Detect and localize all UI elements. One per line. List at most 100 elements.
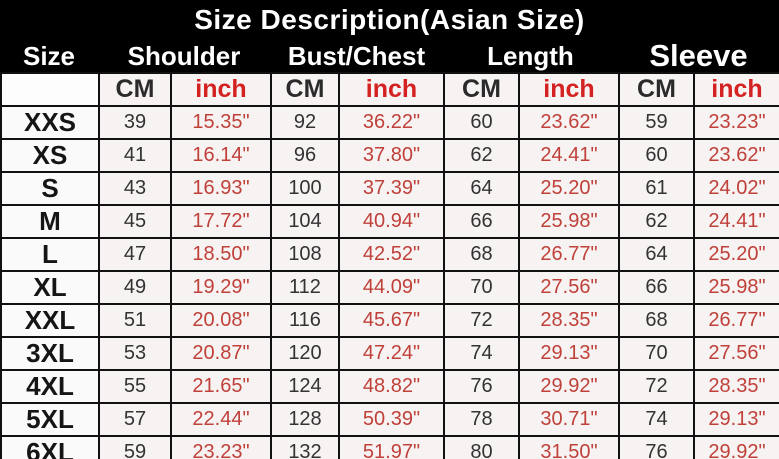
shoulder-cm-cell: 57 xyxy=(98,402,172,437)
table-row: S 43 16.93" 100 37.39" 64 25.20" 61 24.0… xyxy=(0,171,779,206)
length-inch-cell: 31.50" xyxy=(518,435,620,459)
table-row: XXL 51 20.08" 116 45.67" 72 28.35" 68 26… xyxy=(0,303,779,338)
table-row: 3XL 53 20.87" 120 47.24" 74 29.13" 70 27… xyxy=(0,336,779,371)
shoulder-inch-cell: 20.87" xyxy=(170,336,272,371)
table-row: M 45 17.72" 104 40.94" 66 25.98" 62 24.4… xyxy=(0,204,779,239)
size-cell: XXL xyxy=(0,303,100,338)
sleeve-inch-cell: 25.20" xyxy=(693,237,779,272)
length-cm-cell: 74 xyxy=(443,336,520,371)
length-inch-cell: 29.92" xyxy=(518,369,620,404)
col-header-sleeve: Sleeve xyxy=(649,38,748,73)
shoulder-cm-cell: 55 xyxy=(98,369,172,404)
bust-cm-cell: 116 xyxy=(270,303,340,338)
size-cell: 6XL xyxy=(0,435,100,459)
shoulder-inch-cell: 21.65" xyxy=(170,369,272,404)
shoulder-inch-cell: 16.14" xyxy=(170,138,272,173)
bust-cm-cell: 120 xyxy=(270,336,340,371)
sleeve-cm-cell: 61 xyxy=(618,171,695,206)
sleeve-inch-header: inch xyxy=(693,72,779,107)
length-cm-cell: 62 xyxy=(443,138,520,173)
length-cm-cell: 60 xyxy=(443,105,520,140)
bust-inch-cell: 48.82" xyxy=(338,369,445,404)
length-inch-cell: 24.41" xyxy=(518,138,620,173)
table-row: XXS 39 15.35" 92 36.22" 60 23.62" 59 23.… xyxy=(0,105,779,140)
sleeve-cm-cell: 72 xyxy=(618,369,695,404)
unit-header-row: CM inch CM inch CM inch CM inch xyxy=(0,72,779,107)
length-cm-cell: 64 xyxy=(443,171,520,206)
bust-cm-cell: 128 xyxy=(270,402,340,437)
shoulder-inch-cell: 15.35" xyxy=(170,105,272,140)
table-row: 5XL 57 22.44" 128 50.39" 78 30.71" 74 29… xyxy=(0,402,779,437)
bust-cm-cell: 96 xyxy=(270,138,340,173)
sleeve-cm-cell: 76 xyxy=(618,435,695,459)
shoulder-cm-cell: 59 xyxy=(98,435,172,459)
length-inch-cell: 28.35" xyxy=(518,303,620,338)
length-cm-cell: 70 xyxy=(443,270,520,305)
sleeve-cm-cell: 74 xyxy=(618,402,695,437)
sleeve-inch-cell: 26.77" xyxy=(693,303,779,338)
size-table: CM inch CM inch CM inch CM inch XXS 39 1… xyxy=(0,72,779,459)
size-cell: 5XL xyxy=(0,402,100,437)
shoulder-cm-cell: 45 xyxy=(98,204,172,239)
shoulder-cm-cell: 49 xyxy=(98,270,172,305)
table-row: XL 49 19.29" 112 44.09" 70 27.56" 66 25.… xyxy=(0,270,779,305)
bust-cm-cell: 108 xyxy=(270,237,340,272)
shoulder-inch-cell: 23.23" xyxy=(170,435,272,459)
size-cell: S xyxy=(0,171,100,206)
length-cm-cell: 76 xyxy=(443,369,520,404)
bust-cm-cell: 132 xyxy=(270,435,340,459)
length-inch-cell: 25.20" xyxy=(518,171,620,206)
table-header-band: Size Description(Asian Size) Size Should… xyxy=(0,0,779,73)
bust-inch-cell: 40.94" xyxy=(338,204,445,239)
length-inch-cell: 23.62" xyxy=(518,105,620,140)
shoulder-cm-cell: 47 xyxy=(98,237,172,272)
sleeve-inch-cell: 29.92" xyxy=(693,435,779,459)
sleeve-cm-cell: 68 xyxy=(618,303,695,338)
bust-cm-cell: 104 xyxy=(270,204,340,239)
column-group-headers: Size Shoulder Bust/Chest Length Sleeve xyxy=(0,38,779,73)
sleeve-inch-cell: 28.35" xyxy=(693,369,779,404)
bust-inch-cell: 50.39" xyxy=(338,402,445,437)
sleeve-inch-cell: 24.02" xyxy=(693,171,779,206)
size-cell: XXS xyxy=(0,105,100,140)
shoulder-inch-cell: 18.50" xyxy=(170,237,272,272)
sleeve-inch-cell: 23.23" xyxy=(693,105,779,140)
sleeve-cm-cell: 60 xyxy=(618,138,695,173)
sleeve-cm-cell: 70 xyxy=(618,336,695,371)
size-cell: XL xyxy=(0,270,100,305)
bust-inch-cell: 47.24" xyxy=(338,336,445,371)
table-row: 6XL 59 23.23" 132 51.97" 80 31.50" 76 29… xyxy=(0,435,779,459)
shoulder-inch-cell: 17.72" xyxy=(170,204,272,239)
shoulder-inch-header: inch xyxy=(170,72,272,107)
shoulder-cm-cell: 39 xyxy=(98,105,172,140)
length-inch-cell: 27.56" xyxy=(518,270,620,305)
shoulder-inch-cell: 16.93" xyxy=(170,171,272,206)
sleeve-inch-cell: 27.56" xyxy=(693,336,779,371)
sleeve-cm-header: CM xyxy=(618,72,695,107)
length-inch-cell: 29.13" xyxy=(518,336,620,371)
table-row: L 47 18.50" 108 42.52" 68 26.77" 64 25.2… xyxy=(0,237,779,272)
bust-inch-cell: 51.97" xyxy=(338,435,445,459)
length-cm-cell: 78 xyxy=(443,402,520,437)
sleeve-inch-cell: 29.13" xyxy=(693,402,779,437)
sleeve-inch-cell: 23.62" xyxy=(693,138,779,173)
length-cm-cell: 68 xyxy=(443,237,520,272)
size-cell: L xyxy=(0,237,100,272)
bust-inch-cell: 44.09" xyxy=(338,270,445,305)
page-title: Size Description(Asian Size) xyxy=(194,4,585,35)
bust-inch-cell: 45.67" xyxy=(338,303,445,338)
bust-cm-cell: 112 xyxy=(270,270,340,305)
bust-cm-cell: 124 xyxy=(270,369,340,404)
col-header-shoulder: Shoulder xyxy=(127,40,241,71)
sleeve-cm-cell: 66 xyxy=(618,270,695,305)
bust-inch-cell: 37.39" xyxy=(338,171,445,206)
length-cm-cell: 72 xyxy=(443,303,520,338)
length-inch-cell: 26.77" xyxy=(518,237,620,272)
bust-cm-cell: 100 xyxy=(270,171,340,206)
size-cell: 3XL xyxy=(0,336,100,371)
length-inch-header: inch xyxy=(518,72,620,107)
col-header-length: Length xyxy=(487,40,574,71)
shoulder-inch-cell: 19.29" xyxy=(170,270,272,305)
length-cm-header: CM xyxy=(443,72,520,107)
